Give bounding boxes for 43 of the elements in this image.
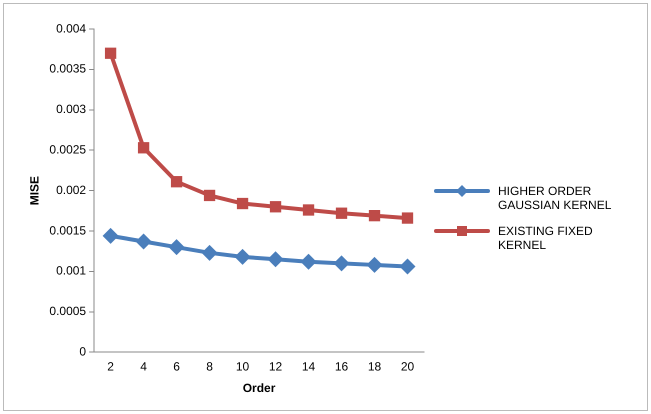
x-tick-label: 18 bbox=[368, 360, 382, 374]
point bbox=[168, 239, 185, 256]
x-tick-label: 12 bbox=[268, 360, 283, 374]
y-axis-title: MISE bbox=[28, 176, 42, 206]
y-tick-label: 0.0005 bbox=[49, 304, 86, 318]
point bbox=[136, 234, 152, 250]
x-tick-label: 16 bbox=[334, 360, 349, 374]
x-tick-label: 2 bbox=[107, 360, 114, 374]
x-tick-label: 14 bbox=[302, 360, 316, 374]
point bbox=[268, 251, 284, 268]
point bbox=[300, 254, 317, 270]
point bbox=[270, 201, 282, 212]
y-tick-label: 0.0025 bbox=[49, 142, 86, 157]
x-tick-label: 6 bbox=[173, 360, 180, 374]
y-tick-label: 0.003 bbox=[56, 102, 86, 116]
y-tick-label: 0 bbox=[79, 344, 86, 359]
y-tick-label: 0.0015 bbox=[49, 223, 86, 238]
point bbox=[302, 204, 314, 216]
point bbox=[138, 142, 150, 154]
point bbox=[368, 210, 380, 222]
point bbox=[204, 190, 216, 202]
y-tick-label: 0.001 bbox=[56, 264, 86, 278]
point bbox=[104, 48, 116, 59]
y-tick-label: 0.0035 bbox=[49, 62, 86, 76]
point bbox=[400, 258, 416, 275]
legend-label: HIGHER ORDER GAUSSIAN KERNEL bbox=[498, 184, 612, 212]
legend-label: EXISTING FIXED KERNEL bbox=[498, 224, 594, 252]
point bbox=[334, 255, 350, 272]
point bbox=[234, 248, 251, 265]
point bbox=[202, 244, 218, 261]
point bbox=[102, 228, 119, 244]
x-axis-title: Order bbox=[242, 381, 276, 396]
point bbox=[336, 208, 348, 219]
x-tick-label: 20 bbox=[400, 360, 414, 374]
y-tick-label: 0.004 bbox=[56, 21, 86, 36]
point bbox=[402, 212, 414, 224]
point bbox=[236, 198, 248, 210]
x-tick-label: 4 bbox=[140, 360, 148, 374]
x-tick-label: 8 bbox=[206, 360, 214, 374]
point bbox=[170, 176, 182, 188]
y-tick-label: 0.002 bbox=[56, 182, 86, 197]
x-tick-label: 10 bbox=[236, 360, 250, 374]
point bbox=[366, 256, 383, 273]
